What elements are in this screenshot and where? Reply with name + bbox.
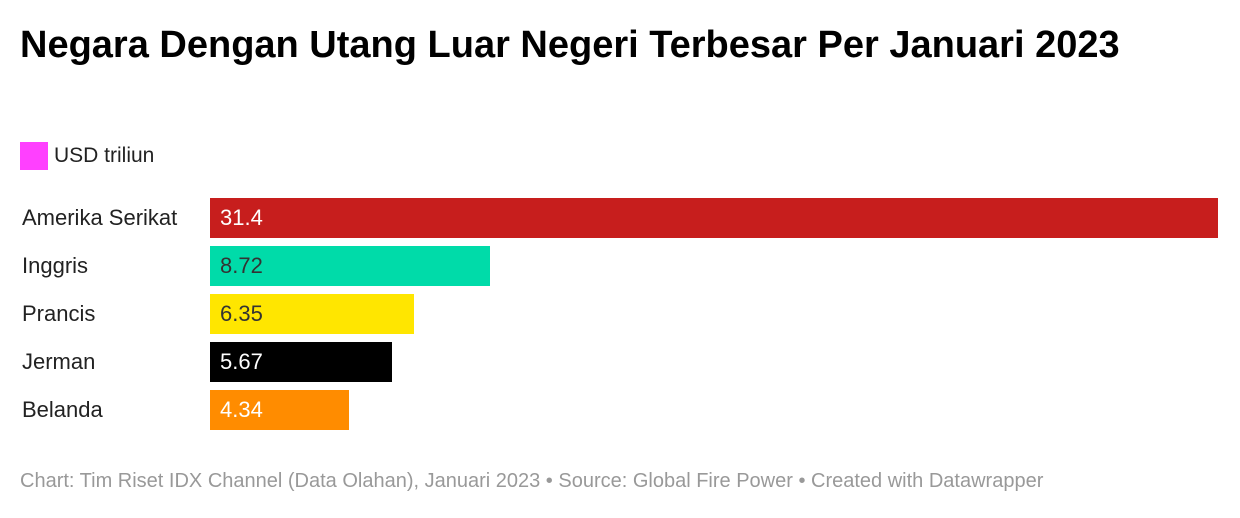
chart-title: Negara Dengan Utang Luar Negeri Terbesar… — [20, 24, 1120, 66]
category-label: Amerika Serikat — [22, 205, 178, 230]
category-label: Inggris — [22, 253, 89, 278]
bar-value-label: 8.72 — [220, 253, 263, 278]
category-label: Belanda — [22, 397, 103, 422]
legend-swatch — [20, 142, 48, 170]
category-label: Prancis — [22, 301, 96, 326]
bar: 31.4 — [210, 198, 1218, 238]
legend: USD triliun — [20, 142, 154, 170]
bar: 5.67 — [210, 342, 393, 382]
legend-label: USD triliun — [54, 144, 155, 167]
bar: 8.72 — [210, 246, 490, 286]
bar-value-label: 5.67 — [220, 349, 263, 374]
category-label: Jerman — [22, 349, 96, 374]
bar: 6.35 — [210, 294, 414, 334]
bar-value-label: 6.35 — [220, 301, 263, 326]
bar-value-label: 4.34 — [220, 397, 263, 422]
bar: 4.34 — [210, 390, 350, 430]
bar-value-label: 31.4 — [220, 205, 263, 230]
chart-footer: Chart: Tim Riset IDX Channel (Data Olaha… — [20, 470, 1044, 492]
